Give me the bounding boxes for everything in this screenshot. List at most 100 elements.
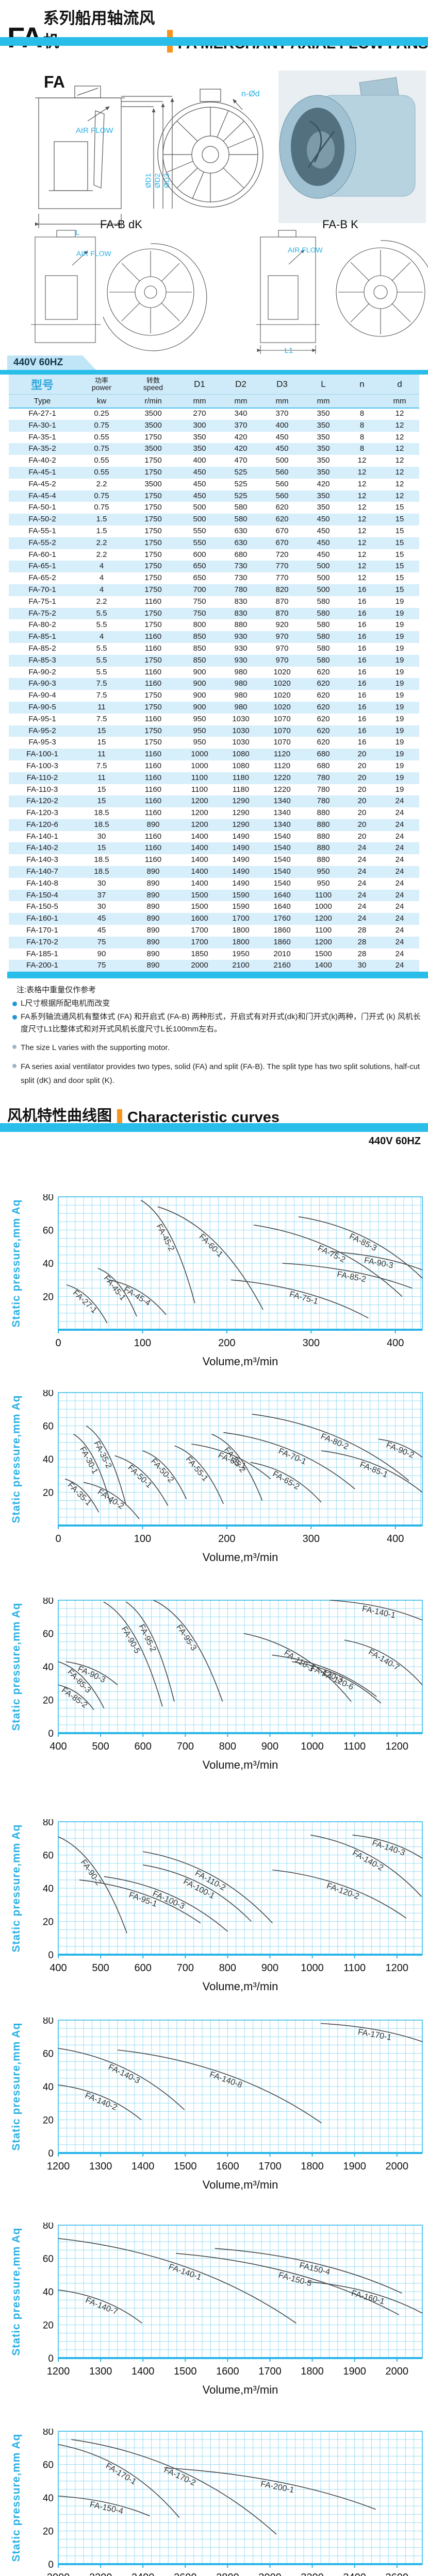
cell-d2: 930 — [234, 655, 248, 665]
cell-d: 24 — [395, 949, 404, 958]
x-tick-label: 1800 — [301, 2161, 324, 2172]
curve-FA-90-2 — [58, 1836, 127, 1934]
cell-type: FA-95-2 — [28, 726, 56, 735]
cell-type: FA-50-1 — [28, 503, 56, 512]
cell-d2: 525 — [234, 491, 248, 500]
cell-d: 15 — [395, 515, 404, 524]
cell-d2: 830 — [234, 597, 248, 606]
cell-power: 30 — [97, 902, 106, 911]
cell-d: 19 — [395, 643, 404, 653]
x-tick-label: 900 — [261, 1962, 278, 1974]
cell-power: 30 — [97, 878, 106, 888]
x-tick-label: 1100 — [343, 1962, 366, 1974]
cell-d3: 1860 — [273, 926, 291, 935]
cell-d2: 680 — [234, 550, 248, 559]
table-row: FA-45-1 0.55 1750 450 525 560 350 12 12 — [9, 466, 419, 479]
curves-title-cn: 风机特性曲线图 — [7, 1108, 112, 1124]
table-row: FA-27-1 0.25 3500 270 340 370 350 8 12 — [9, 408, 419, 420]
cell-d1: 750 — [193, 597, 206, 606]
x-tick-label: 700 — [177, 1962, 194, 1974]
cell-d3: 1020 — [273, 691, 291, 700]
table-row: FA-95-2 15 1750 950 1030 1070 620 16 19 — [9, 725, 419, 737]
cell-speed: 890 — [146, 926, 160, 935]
cell-l: 620 — [317, 702, 330, 711]
bullet-icon — [12, 1002, 17, 1006]
cell-speed: 1160 — [144, 773, 162, 782]
cell-n: 12 — [357, 562, 367, 571]
curve-FA-110-2 — [143, 1851, 273, 1924]
x-tick-label: 1600 — [216, 2161, 239, 2172]
cell-d1: 1100 — [191, 785, 208, 794]
cell-d3: 1340 — [273, 808, 291, 818]
header-accent-bar — [0, 37, 428, 46]
table-row: FA-140-8 30 890 1400 1490 1540 950 24 24 — [9, 878, 419, 890]
x-tick-label: 3200 — [301, 2572, 324, 2576]
cell-d: 19 — [395, 691, 404, 700]
x-tick-label: 400 — [387, 1533, 404, 1545]
cell-d1: 500 — [193, 515, 206, 524]
y-tick-label: 80 — [43, 1390, 54, 1399]
cell-d: 19 — [395, 726, 404, 735]
air-flow-label-1: AIR FLOW — [76, 126, 113, 135]
x-tick-label: 1800 — [301, 2366, 324, 2377]
drawing-label-fa-b-dk: FA-B dK — [100, 218, 142, 231]
characteristic-chart-4: Static pressure,mm Aq 0 20 40 60 80 400 500 600 7… — [10, 1817, 428, 2001]
cell-d3: 970 — [275, 643, 289, 653]
x-tick-label: 3600 — [385, 2572, 408, 2576]
cell-d2: 980 — [234, 702, 248, 711]
cell-type: FA-90-4 — [28, 691, 56, 700]
cell-power: 75 — [97, 937, 106, 946]
curve-FA-170-2 — [71, 2439, 277, 2535]
table-row: FA-40-2 0.55 1750 400 470 500 350 12 12 — [9, 455, 419, 467]
x-tick-label: 1100 — [343, 1741, 366, 1752]
table-row: FA-50-1 0.75 1750 500 580 620 350 12 15 — [9, 502, 419, 514]
cell-n: 20 — [357, 820, 367, 829]
cell-type: FA-95-1 — [28, 714, 56, 723]
cell-d3: 1540 — [273, 855, 291, 865]
cell-l: 350 — [317, 420, 330, 430]
cell-d2: 1290 — [232, 820, 250, 829]
cell-d3: 670 — [275, 538, 289, 547]
x-tick-label: 1200 — [385, 1962, 408, 1974]
table-row: FA-90-5 11 1750 900 980 1020 620 16 19 — [9, 701, 419, 714]
cell-d1: 450 — [193, 479, 206, 488]
curve-FA-50-1 — [114, 1455, 169, 1506]
cell-d: 24 — [395, 796, 404, 806]
cell-d: 24 — [395, 820, 404, 829]
curve-FA-45-4 — [108, 1279, 167, 1315]
cell-d1: 950 — [193, 714, 206, 723]
cell-d3: 970 — [275, 655, 289, 665]
cell-power: 2.2 — [96, 538, 107, 547]
cell-d2: 1700 — [232, 914, 250, 923]
cell-d1: 350 — [193, 444, 206, 453]
cell-type: FA-65-1 — [28, 562, 56, 571]
cell-l: 620 — [317, 714, 330, 723]
x-tick-label: 700 — [177, 1741, 194, 1752]
y-tick-label: 20 — [43, 2115, 54, 2126]
curve-FA-100-3 — [104, 1876, 228, 1932]
cell-l: 1100 — [315, 890, 332, 900]
cell-d2: 1030 — [232, 714, 250, 723]
cell-speed: 1750 — [144, 550, 162, 559]
curve-FA-75-2 — [253, 1225, 403, 1297]
y-tick-label: 20 — [43, 1696, 54, 1706]
table-row: FA-85-1 4 1160 850 930 970 580 16 19 — [9, 631, 419, 643]
y-tick-label: 80 — [43, 2018, 54, 2026]
cell-d1: 550 — [193, 538, 206, 547]
table-row: FA-120-3 18.5 1160 1200 1290 1340 880 20 24 — [9, 807, 419, 819]
cell-d: 19 — [395, 667, 404, 676]
cell-d1: 900 — [193, 667, 206, 676]
chart-plot: 0 20 40 60 80 400 500 600 700 800 900 1000 1100 1200 F… — [43, 1596, 423, 1752]
table-row: FA-90-3 7.5 1160 900 980 1020 620 16 19 — [9, 678, 419, 690]
curve-FA-120-3 — [272, 1654, 377, 1697]
cell-d2: 470 — [234, 456, 248, 465]
cell-type: FA-150-4 — [26, 890, 58, 900]
cell-power: 0.55 — [94, 432, 109, 442]
x-tick-label: 300 — [303, 1337, 320, 1349]
cell-speed: 1750 — [144, 491, 162, 500]
cell-d1: 1000 — [191, 761, 208, 770]
y-axis-label: Static pressure,mm Aq — [10, 1824, 22, 1953]
x-tick-label: 400 — [50, 1741, 67, 1752]
table-row: FA-100-1 11 1160 1000 1080 1120 680 20 19 — [9, 749, 419, 760]
cell-n: 16 — [357, 597, 367, 606]
